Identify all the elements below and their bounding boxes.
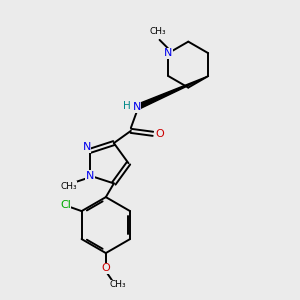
- Text: N: N: [82, 142, 91, 152]
- Text: CH₃: CH₃: [110, 280, 127, 289]
- Text: Cl: Cl: [60, 200, 71, 210]
- Text: O: O: [155, 129, 164, 139]
- Text: N: N: [164, 48, 172, 58]
- Text: CH₃: CH₃: [150, 27, 166, 36]
- Text: N: N: [86, 171, 94, 181]
- Text: H: H: [123, 101, 130, 111]
- Text: O: O: [101, 263, 110, 273]
- Polygon shape: [136, 76, 208, 110]
- Text: N: N: [133, 102, 141, 112]
- Text: CH₃: CH₃: [60, 182, 77, 190]
